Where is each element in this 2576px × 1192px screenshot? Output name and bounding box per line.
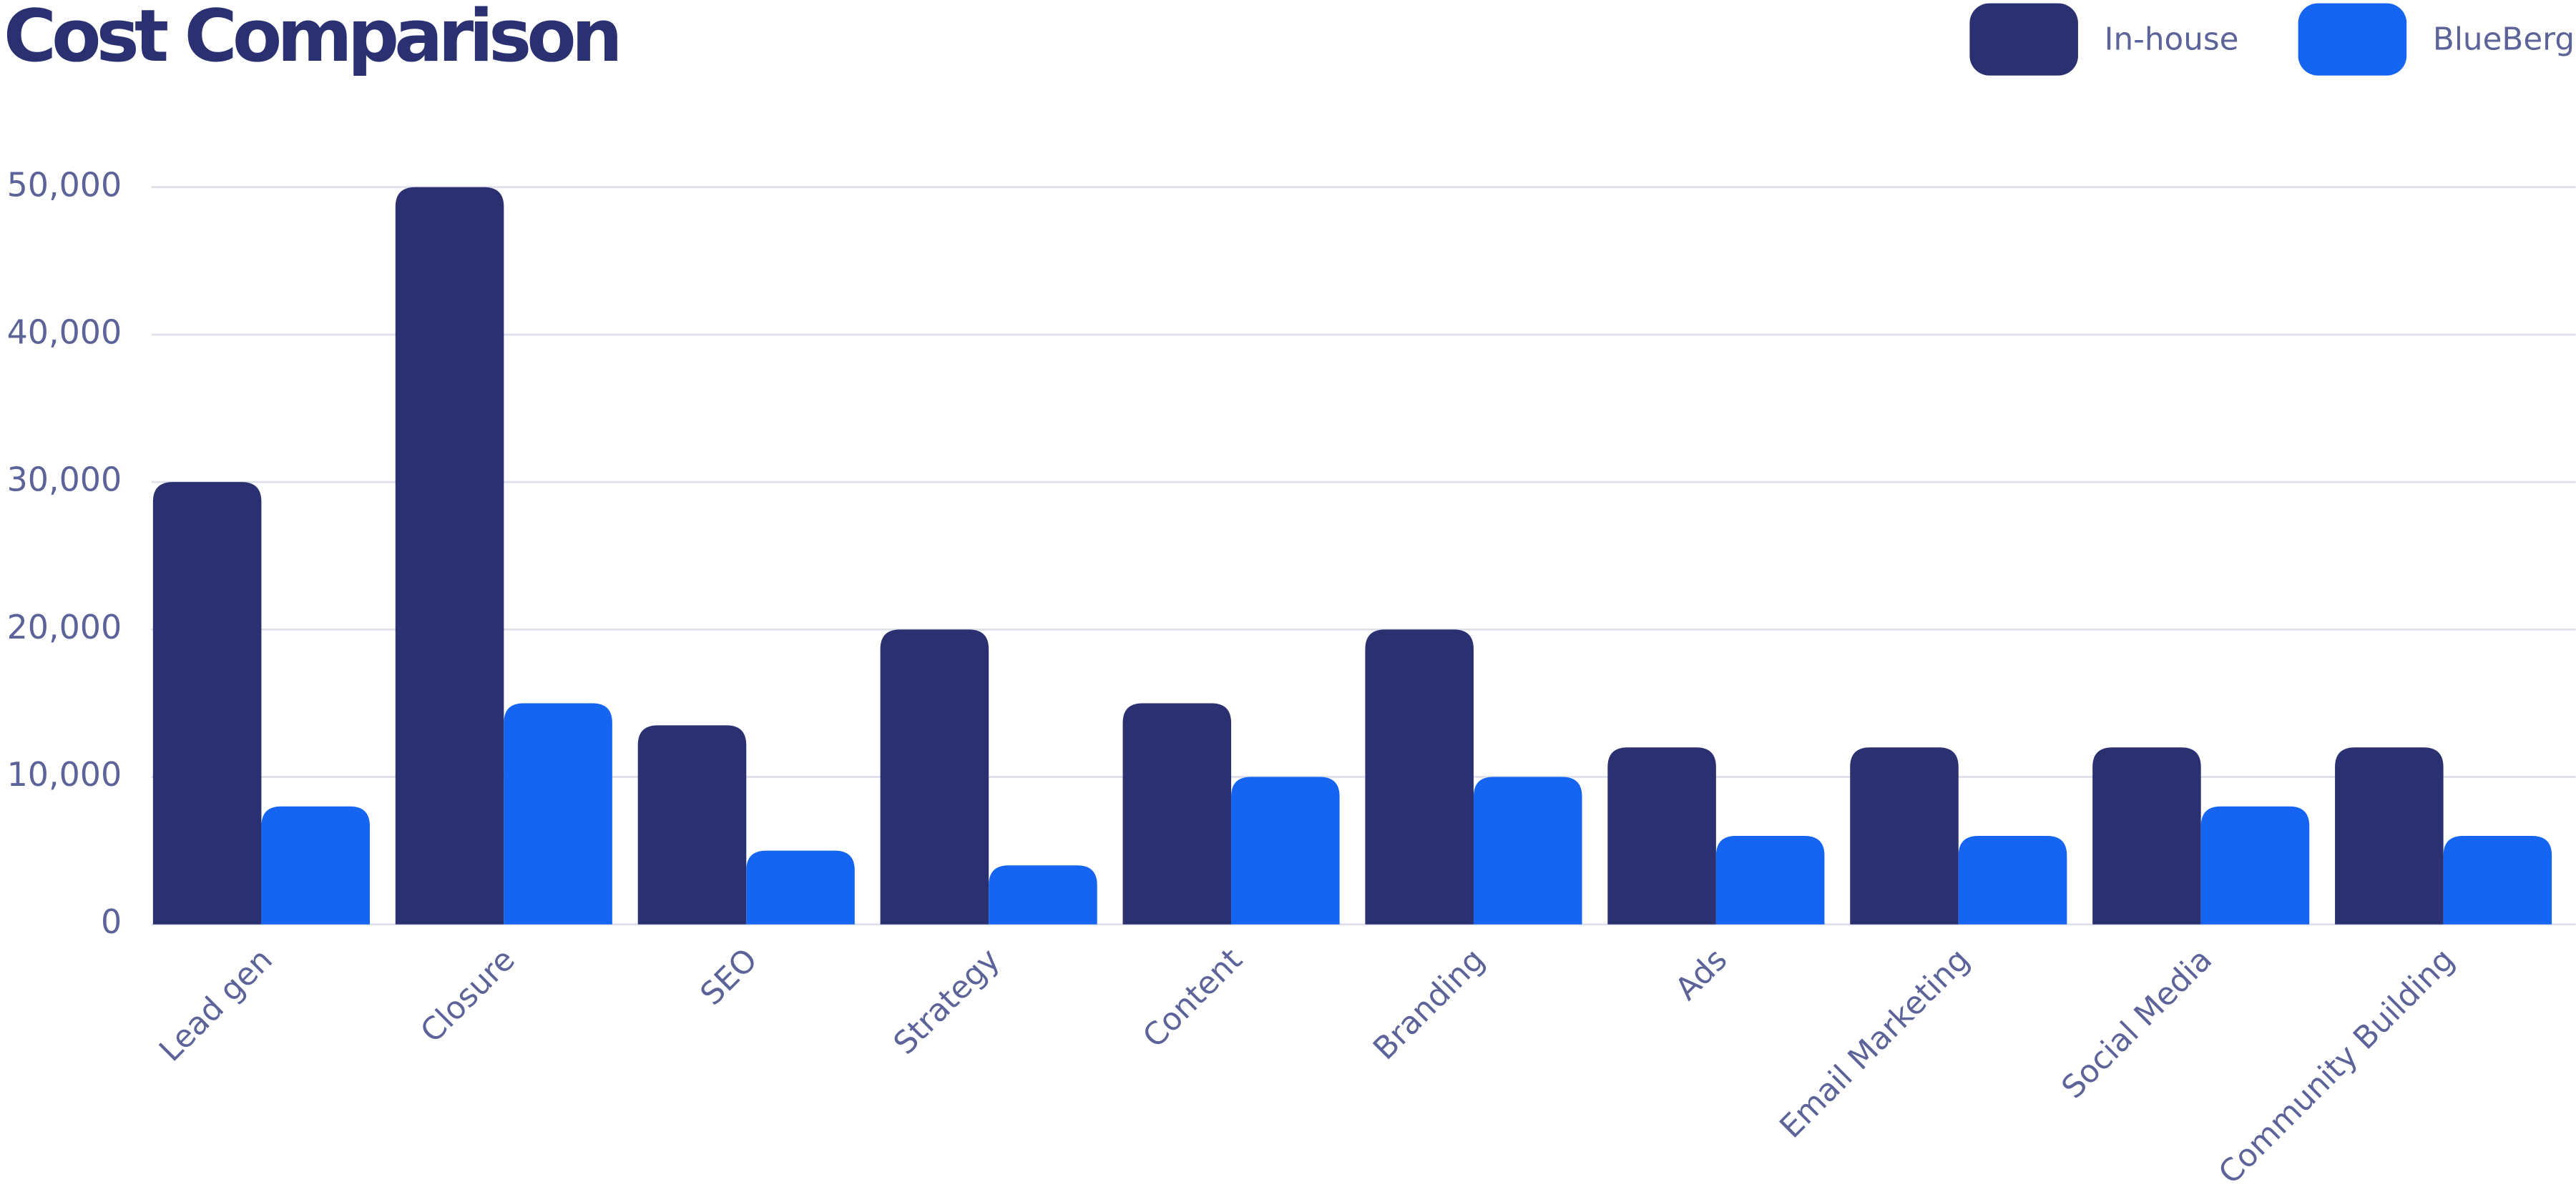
bar [1958,836,2067,925]
x-tick-label: Community Building [2212,942,2462,1191]
bar [989,865,1097,925]
y-tick-label: 20,000 [7,608,122,646]
chart-title: Cost Comparison [4,0,618,78]
x-tick-label: Ads [1669,942,1735,1008]
x-tick-label: Social Media [2055,942,2219,1105]
x-tick-label: Content [1137,942,1250,1055]
x-tick-label: SEO [694,942,765,1013]
bar [261,806,370,925]
y-tick-label: 0 [101,902,122,941]
legend-label: BlueBerg [2433,21,2575,57]
bar [880,629,989,925]
y-tick-label: 10,000 [7,755,122,794]
bar [2443,836,2552,925]
bar [746,850,855,925]
x-tick-label: Closure [414,942,522,1050]
legend-label: In-house [2105,21,2239,57]
bar [395,187,504,925]
bar [1607,747,1716,925]
x-tick-label: Branding [1367,942,1492,1067]
bar [1122,703,1232,925]
y-tick-label: 40,000 [7,312,122,351]
legend-swatch [2298,3,2407,76]
bar [2200,806,2310,925]
bar [1365,629,1474,925]
x-tick-label: Email Marketing [1773,942,1977,1145]
bar [1715,836,1825,925]
bar [504,703,612,925]
legend-swatch [1969,3,2078,76]
bar [1231,777,1340,925]
y-tick-label: 50,000 [7,165,122,204]
bar [2335,747,2444,925]
y-tick-label: 30,000 [7,460,122,499]
x-tick-label: Strategy [887,942,1007,1061]
bar [1473,777,1582,925]
bar [152,482,262,925]
x-tick-label: Lead gen [153,942,280,1068]
bar [2092,747,2201,925]
bar [637,725,747,925]
bar [1850,747,1959,925]
